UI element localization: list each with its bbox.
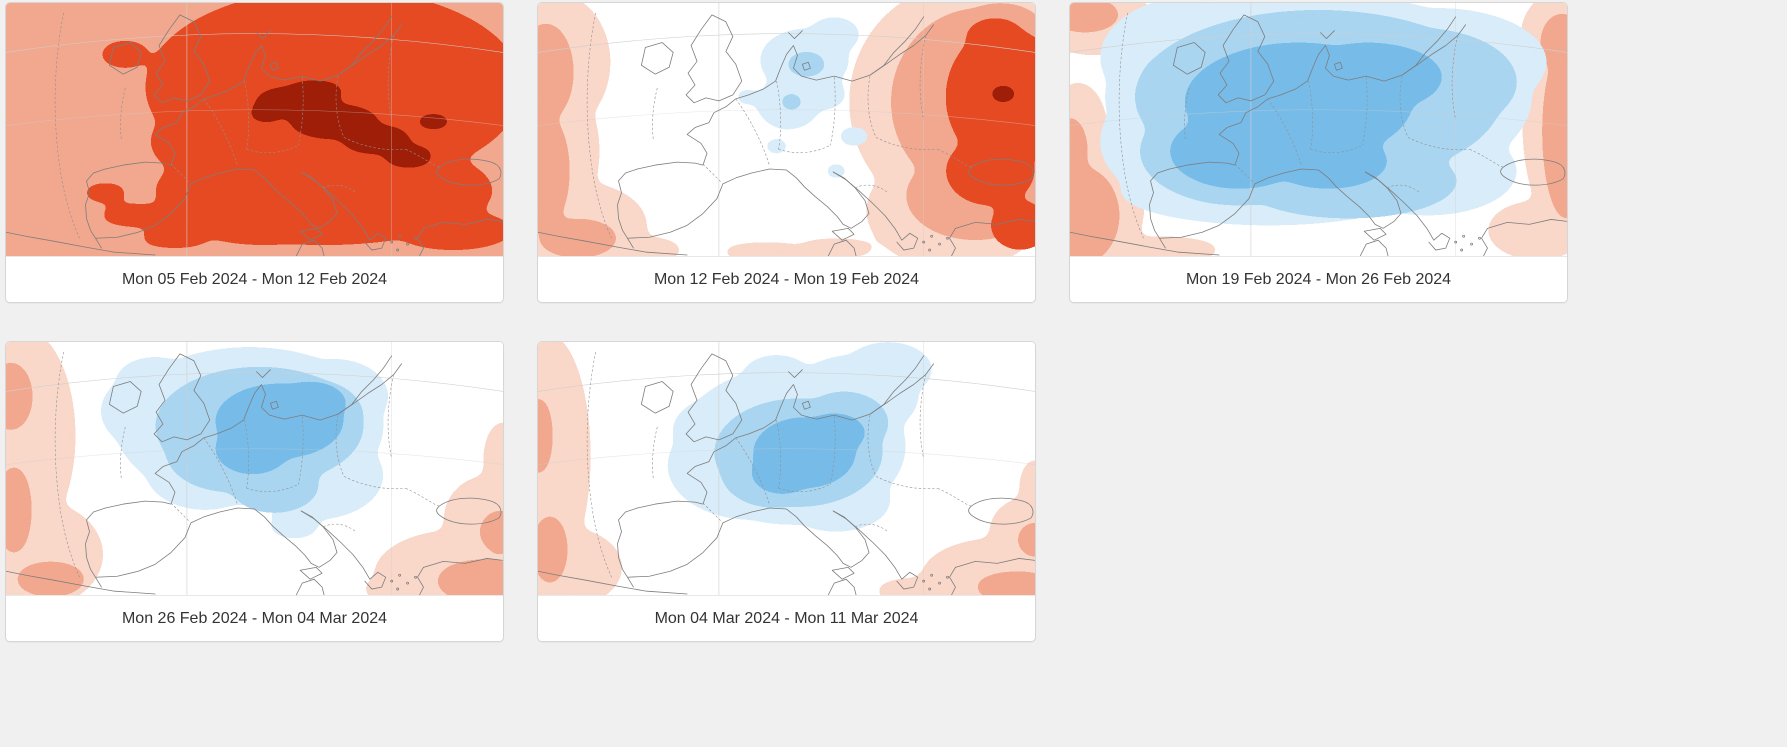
warm-anomaly-extreme-layer [248, 80, 452, 169]
cold-anomaly-strong-layer [214, 381, 347, 475]
anomaly-map [6, 342, 503, 595]
card-caption: Mon 05 Feb 2024 - Mon 12 Feb 2024 [6, 257, 503, 302]
forecast-card[interactable]: Mon 05 Feb 2024 - Mon 12 Feb 2024 [5, 2, 504, 303]
card-caption: Mon 19 Feb 2024 - Mon 26 Feb 2024 [1070, 257, 1567, 302]
cold-anomaly-strong-layer [750, 413, 867, 495]
map-thumbnail [1070, 3, 1567, 257]
card-caption: Mon 04 Mar 2024 - Mon 11 Mar 2024 [538, 596, 1035, 641]
map-thumbnail [538, 342, 1035, 596]
card-caption: Mon 26 Feb 2024 - Mon 04 Mar 2024 [6, 596, 503, 641]
cold-anomaly-strong-layer [1169, 42, 1443, 189]
forecast-card[interactable]: Mon 04 Mar 2024 - Mon 11 Mar 2024 [537, 341, 1036, 642]
map-thumbnail [6, 3, 503, 257]
forecast-grid: Mon 05 Feb 2024 - Mon 12 Feb 2024 [5, 2, 1568, 642]
warm-anomaly-mid-layer [6, 361, 503, 595]
map-thumbnail [6, 342, 503, 596]
anomaly-map [538, 342, 1035, 595]
warm-anomaly-extreme-layer [989, 85, 1018, 103]
card-caption: Mon 12 Feb 2024 - Mon 19 Feb 2024 [538, 257, 1035, 302]
warm-anomaly-mid-layer [538, 396, 1035, 595]
warm-anomaly-mid-layer [1070, 3, 1567, 256]
anomaly-map [6, 3, 503, 256]
forecast-card[interactable]: Mon 26 Feb 2024 - Mon 04 Mar 2024 [5, 341, 504, 642]
anomaly-map [1070, 3, 1567, 256]
map-thumbnail [538, 3, 1035, 257]
forecast-card[interactable]: Mon 12 Feb 2024 - Mon 19 Feb 2024 [537, 2, 1036, 303]
anomaly-map [538, 3, 1035, 256]
forecast-card[interactable]: Mon 19 Feb 2024 - Mon 26 Feb 2024 [1069, 2, 1568, 303]
